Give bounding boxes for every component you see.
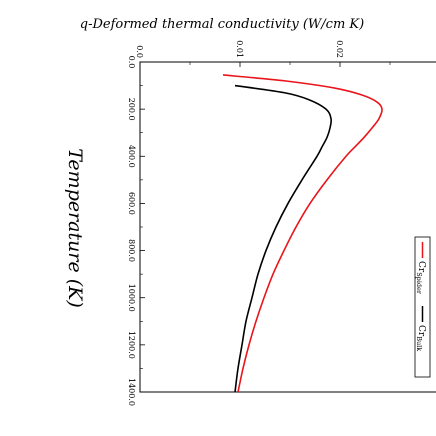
x-tick-label: 600.0: [127, 192, 136, 215]
y-ticks: 0.00.010.020.03: [135, 40, 436, 67]
series-line-bulk: [234, 84, 333, 393]
y-tick-label: 0.0: [135, 45, 144, 58]
chart-title: q-Deformed thermal conductivity (W/cm K): [80, 17, 364, 32]
x-tick-label: 0.0: [127, 56, 136, 69]
y-tick-label: 0.01: [235, 40, 244, 58]
x-ticks: 0.0 200.0 400.0 600.0 800.0 1000.0 1200.0 1400.…: [127, 56, 145, 406]
series-lines: [222, 74, 383, 393]
x-tick-label: 800.0: [127, 239, 136, 262]
plot-area: 0.0 200.0 400.0 600.0 800.0 1000.0 1200.0 1400.…: [127, 40, 436, 406]
legend-label-bulk: CrBulk: [415, 325, 426, 351]
x-tick-label: 400.0: [127, 145, 136, 168]
x-tick-label: 200.0: [127, 98, 136, 121]
plot-frame: [139, 61, 436, 393]
y-tick-label: 0.02: [335, 40, 344, 58]
legend-label-spider: CrSpider: [415, 261, 426, 295]
x-tick-label: 1400.0: [127, 378, 136, 406]
x-axis-title: Temperature (K): [64, 148, 86, 308]
series-line-spider: [222, 74, 383, 393]
x-tick-label: 1200.0: [127, 331, 136, 359]
x-tick-label: 1000.0: [127, 284, 136, 312]
legend: CrSpider CrBulk: [414, 236, 431, 378]
